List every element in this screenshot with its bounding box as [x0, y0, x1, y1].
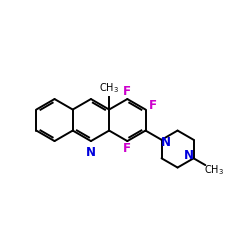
Text: N: N: [184, 149, 194, 162]
Text: F: F: [148, 99, 156, 112]
Text: N: N: [161, 136, 171, 149]
Text: CH$_3$: CH$_3$: [99, 81, 119, 95]
Text: CH$_3$: CH$_3$: [204, 164, 224, 177]
Text: F: F: [123, 85, 131, 98]
Text: N: N: [86, 146, 96, 158]
Text: F: F: [123, 142, 131, 156]
